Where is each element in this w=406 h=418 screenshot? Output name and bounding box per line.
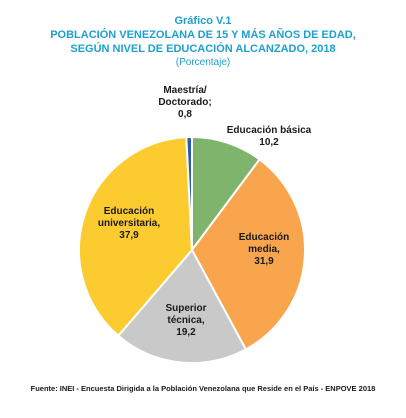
slice-label-4: Maestría/Doctorado; 0,8: [158, 85, 211, 120]
chart-title-line-2: SEGÚN NIVEL DE EDUCACIÓN ALCANZADO, 2018: [70, 43, 336, 55]
slice-label-line: 19,2: [176, 327, 196, 338]
chart-title-line-1: POBLACIÓN VENEZOLANA DE 15 Y MÁS AÑOS DE…: [50, 29, 356, 41]
slice-label-line: Educación básica: [227, 125, 312, 136]
slice-label-line: media,: [248, 244, 280, 255]
slice-label-line: 31,9: [254, 256, 274, 267]
slice-label-line: 37,9: [119, 230, 139, 241]
slice-label-line: 0,8: [178, 109, 192, 120]
slice-label-2: Superior técnica, 19,2: [165, 303, 206, 338]
pie-slice-4: [185, 135, 193, 251]
slice-label-line: 10,2: [259, 137, 279, 148]
slice-label-line: Maestría/: [163, 85, 207, 96]
chart-unit: (Porcentaje): [175, 57, 231, 68]
pie-slice-2: [116, 248, 248, 364]
slice-label-line: universitaria,: [98, 218, 160, 229]
slice-label-line: técnica,: [167, 315, 204, 326]
source-note: Fuente: INEI - Encuesta Dirigida a la Po…: [30, 384, 376, 393]
slice-label-line: Educación: [104, 206, 155, 217]
figure-label: Gráfico V.1: [174, 15, 232, 27]
slice-label-1: Educación media, 31,9: [239, 232, 290, 267]
slice-label-3: Educación universitaria, 37,9: [98, 206, 160, 241]
slice-label-0: Educación básica 10,2: [227, 125, 312, 148]
chart-header: Gráfico V.1 POBLACIÓN VENEZOLANA DE 15 Y…: [0, 0, 406, 69]
pie-slice-0: [191, 135, 261, 254]
slice-label-line: Educación: [239, 232, 290, 243]
slice-label-line: Doctorado;: [158, 97, 211, 108]
slice-label-line: Superior: [165, 303, 206, 314]
pie-slice-3: [78, 136, 194, 338]
